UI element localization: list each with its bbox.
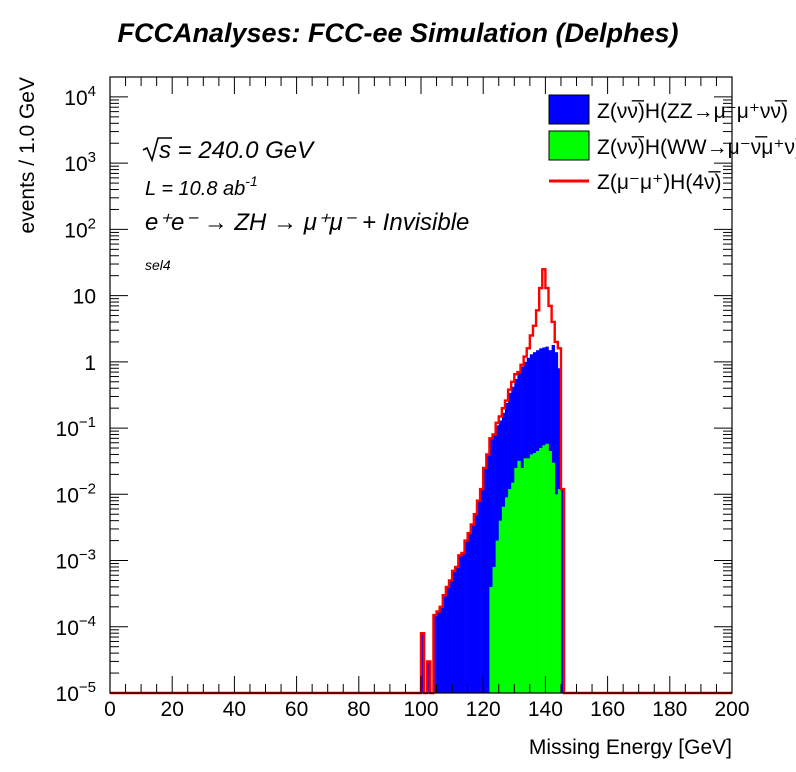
selection-annotation: sel4 [145, 257, 171, 273]
legend: Z(νν̅)H(ZZ→μ⁻μ⁺νν̅) Z(νν̅)H(WW→μ⁻ν̅μ⁺ν) … [548, 94, 796, 194]
bar-ww-bin [520, 467, 524, 693]
bar-ww-bin [542, 445, 546, 693]
bar-ww-bin [511, 482, 515, 693]
x-tick-label: 140 [528, 698, 563, 721]
sqrt-s-text: s = 240.0 GeV [159, 137, 315, 164]
y-tick-label: 103 [64, 149, 96, 176]
red-outline-series [110, 268, 732, 695]
plot-frame [109, 76, 733, 694]
x-tick-label: 60 [285, 698, 308, 721]
bar-ww-bin [529, 454, 534, 693]
bar-zz-bin [470, 524, 475, 693]
y-tick-label: 102 [64, 215, 96, 242]
bar-zz-bin [445, 586, 450, 693]
bar-zz-bin [476, 500, 481, 693]
x-tick-label: 120 [466, 698, 501, 721]
sqrt-s-annotation: s = 240.0 GeV [142, 137, 315, 164]
bar-zz-bin [452, 570, 456, 693]
bar-ww-bin [523, 458, 528, 693]
bar-zz-bin [461, 552, 465, 693]
x-tick-label: 40 [223, 698, 246, 721]
chart-title: FCCAnalyses: FCC-ee Simulation (Delphes) [117, 18, 679, 48]
legend-label-zz: Z(νν̅)H(ZZ→μ⁻μ⁺νν̅) [597, 100, 788, 123]
y-tick-label: 10−4 [56, 613, 96, 640]
series-line-mumu [110, 268, 732, 695]
bar-ww-bin [495, 540, 500, 693]
y-tick-label: 10 [73, 286, 96, 309]
bar-zz-bin [427, 661, 431, 693]
bar-ww-bin [526, 458, 531, 693]
y-tick-label: 10−3 [56, 547, 96, 574]
x-tick-label: 160 [590, 698, 625, 721]
y-tick-label: 104 [64, 83, 96, 110]
bar-zz-bin [464, 540, 468, 693]
y-tick-label: 10−2 [56, 480, 96, 507]
bar-zz-bin [473, 514, 478, 693]
x-tick-label: 180 [652, 698, 687, 721]
bar-ww-bin [517, 460, 521, 693]
y-axis-title: events / 1.0 GeV [16, 77, 39, 233]
bar-zz-bin [458, 555, 462, 693]
bar-zz-bin [492, 434, 496, 693]
y-tick-label: 1 [84, 352, 96, 375]
lumi-text: L = 10.8 ab [145, 178, 245, 200]
legend-swatch-ww [548, 130, 590, 161]
bar-zz-bin [455, 566, 459, 693]
x-tick-label: 200 [714, 698, 749, 721]
bar-zz-bin [436, 611, 440, 693]
bar-zz-bin [433, 615, 437, 693]
bar-ww-bin [492, 566, 496, 693]
bar-ww-bin [539, 448, 543, 693]
x-tick-label: 20 [161, 698, 184, 721]
bar-ww-bin [548, 451, 552, 693]
x-axis-ticks: 0 20 40 60 80 100 120 140 160 180 200 [104, 77, 750, 721]
bar-zz-bin [439, 606, 444, 693]
bar-ww-bin [551, 462, 556, 693]
bar-zz-bin [560, 489, 565, 693]
bar-ww-bin [554, 494, 559, 693]
legend-swatch-zz [548, 94, 590, 125]
lumi-exponent: -1 [245, 173, 257, 189]
bar-zz-bin [448, 580, 453, 693]
lumi-annotation: L = 10.8 ab-1 [145, 173, 258, 200]
x-tick-label: 0 [104, 698, 116, 721]
bar-ww-bin [514, 467, 518, 693]
sqrt-symbol [142, 137, 172, 163]
bar-zz-bin [480, 489, 484, 693]
bar-ww-bin [557, 489, 562, 693]
x-tick-label: 80 [347, 698, 370, 721]
bar-zz-bin [442, 595, 447, 693]
bar-zz-bin [489, 438, 493, 693]
x-tick-label: 100 [403, 698, 438, 721]
y-tick-label: 10−5 [56, 679, 96, 706]
legend-label-ww: Z(νν̅)H(WW→μ⁻ν̅μ⁺ν) [597, 136, 796, 159]
bar-ww-bin [545, 443, 549, 693]
bar-ww-bin [504, 497, 509, 693]
bar-ww-bin [501, 506, 506, 693]
bar-zz-bin [486, 454, 490, 693]
bar-ww-bin [532, 453, 537, 693]
y-tick-label: 10−1 [56, 414, 96, 441]
stacked-fills [421, 344, 565, 693]
bar-ww-bin [536, 451, 540, 693]
bar-ww-bin [498, 520, 503, 693]
x-axis-title: Missing Energy [GeV] [529, 736, 732, 759]
bar-ww-bin [489, 586, 493, 693]
bar-zz-bin [483, 467, 487, 693]
bar-zz-bin [467, 533, 472, 693]
bar-ww-bin [508, 489, 512, 693]
bar-zz-bin [421, 633, 425, 693]
process-annotation: e⁺e⁻ → ZH → μ⁺μ⁻ + Invisible [145, 209, 469, 236]
legend-label-mumu: Z(μ⁻μ⁺)H(4ν̅) [597, 171, 722, 194]
